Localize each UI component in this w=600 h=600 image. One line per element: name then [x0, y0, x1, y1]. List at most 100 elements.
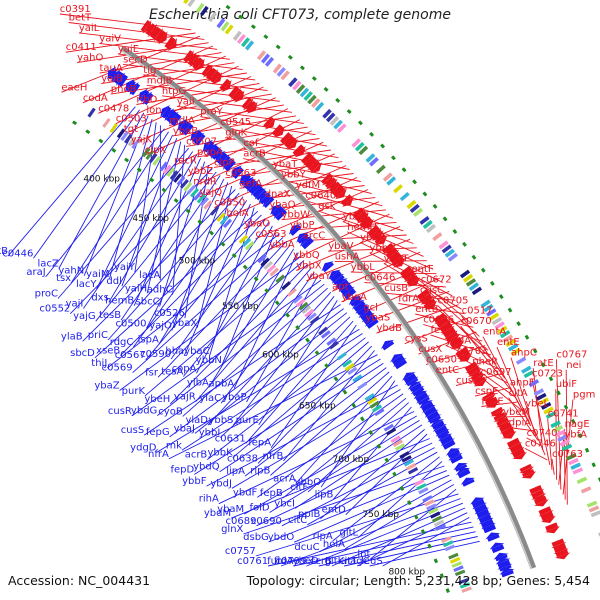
gene-label: yajO — [149, 320, 172, 331]
gene-label: ybbS — [208, 415, 233, 426]
feature-block — [390, 435, 401, 444]
feature-block — [538, 397, 550, 406]
forward-gene-arrow-head — [158, 31, 168, 45]
reverse-gene-arrow-head — [342, 286, 355, 297]
gene-leader-line — [172, 144, 186, 295]
reverse-gene-arrow-head — [358, 308, 372, 319]
feature-block — [159, 161, 169, 172]
feature-block — [141, 147, 151, 158]
gene-label: lipB — [315, 489, 334, 500]
reverse-gene-arrow-head — [380, 339, 395, 350]
feature-block — [570, 462, 581, 470]
forward-gene-arrow-head — [212, 72, 222, 85]
gene-label: fepE — [481, 397, 503, 408]
gene-label: pgm — [573, 390, 595, 401]
forward-gene-arrow — [509, 442, 523, 454]
gene-leader-line — [219, 362, 384, 473]
gene-leader-line — [209, 207, 255, 357]
forward-gene-arrow — [187, 53, 198, 66]
forward-gene-arrow — [300, 152, 313, 165]
reverse-gene-arrow-head — [430, 419, 445, 428]
gene-label: c0478 — [98, 103, 129, 114]
feature-block — [590, 510, 600, 518]
reverse-gene-arrow-head — [390, 353, 404, 363]
feature-block — [260, 257, 270, 267]
gene-label: ybbQ — [293, 250, 320, 261]
forward-gene-arrow-head — [234, 90, 245, 103]
forward-gene-arrow — [219, 78, 231, 91]
forward-gene-arrow-head — [208, 68, 218, 82]
forward-gene-arrow-head — [470, 373, 485, 382]
gene-label: ratE — [533, 358, 553, 369]
reverse-gene-arrow-head — [407, 381, 422, 390]
forward-gene-arrow — [531, 490, 545, 499]
gene-label: c0446 — [2, 248, 33, 259]
gene-label: secD — [123, 54, 148, 65]
feature-block — [145, 150, 155, 161]
gene-leader-line — [7, 106, 136, 257]
feature-block — [240, 37, 251, 48]
gene-label: lipA — [226, 466, 245, 477]
feature-block — [444, 544, 456, 552]
gene-label: tsx — [56, 273, 71, 284]
kbp-label: 600 kbp — [262, 351, 299, 361]
gene-leader-line — [119, 256, 301, 391]
feature-block — [407, 467, 419, 475]
feature-block — [152, 155, 162, 166]
gene-label: sbcC — [136, 297, 160, 308]
gene-label: htpG — [162, 86, 186, 97]
gene-leader-line — [109, 118, 153, 280]
gene-label: ybaX — [172, 318, 197, 329]
gene-label: ribD — [136, 95, 157, 106]
gene-leader-line — [280, 179, 383, 207]
forward-gene-arrow — [446, 332, 459, 342]
feature-block — [414, 479, 425, 487]
gene-leader-line — [461, 315, 506, 379]
gene-label: fur — [267, 556, 282, 567]
gene-label: dcuC — [294, 542, 319, 553]
feature-block — [116, 128, 126, 139]
reverse-gene-arrow-head — [202, 139, 213, 152]
gene-label: nagC — [344, 556, 370, 567]
gene-label: entD — [322, 505, 346, 516]
feature-block — [488, 312, 500, 321]
gene-leader-line — [196, 225, 273, 374]
gene-label: c0526 — [154, 308, 185, 319]
reverse-gene-arrow-head — [338, 282, 352, 293]
feature-block — [203, 200, 213, 210]
gene-label: ybbN — [196, 355, 222, 366]
gene-leader-line — [207, 291, 332, 426]
gene-label: dsbG — [243, 532, 269, 543]
reverse-gene-arrow-head — [331, 273, 345, 284]
reverse-gene-arrow — [482, 523, 497, 534]
feature-block — [320, 330, 331, 339]
gene-leader-line — [508, 427, 534, 432]
gene-leader-line — [169, 308, 344, 438]
gene-label: cusA — [456, 376, 480, 387]
forward-gene-arrow — [553, 543, 567, 554]
forward-gene-arrow — [154, 29, 167, 43]
forward-gene-arrow-head — [555, 552, 571, 560]
reverse-gene-arrow-head — [177, 118, 188, 132]
gene-label: xseB — [96, 346, 120, 357]
feature-block — [480, 299, 491, 309]
feature-block — [426, 503, 437, 511]
gene-label: tig — [143, 65, 156, 76]
gene-label: clpX — [145, 145, 167, 156]
feature-block — [196, 194, 206, 204]
gene-label: citT — [339, 556, 358, 567]
gene-leader-line — [344, 536, 478, 567]
kbp-scale-labels: 400 kbp 450 kbp 500 kbp 550 kbp 600 kbp 650 k… — [83, 174, 425, 577]
reverse-gene-arrow — [322, 262, 334, 273]
gene-leader-line — [206, 384, 398, 487]
forward-gene-arrow — [545, 522, 559, 532]
reverse-gene-arrow-head — [422, 405, 436, 414]
forward-gene-arrow — [192, 57, 204, 70]
forward-gene-arrow-head — [294, 146, 306, 158]
reverse-gene-arrow-head — [142, 91, 153, 105]
gene-leader-line — [496, 347, 529, 422]
forward-gene-arrow — [284, 136, 297, 149]
reverse-gene-arrow — [450, 454, 463, 464]
gene-label: lon — [146, 105, 161, 116]
feature-block — [461, 586, 472, 593]
